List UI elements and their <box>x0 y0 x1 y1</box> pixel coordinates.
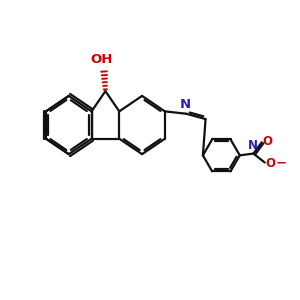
Text: N: N <box>180 98 191 111</box>
Text: O: O <box>262 135 273 148</box>
Text: −: − <box>275 157 286 169</box>
Text: OH: OH <box>90 53 113 66</box>
Text: N: N <box>248 139 258 152</box>
Text: O: O <box>266 157 276 169</box>
